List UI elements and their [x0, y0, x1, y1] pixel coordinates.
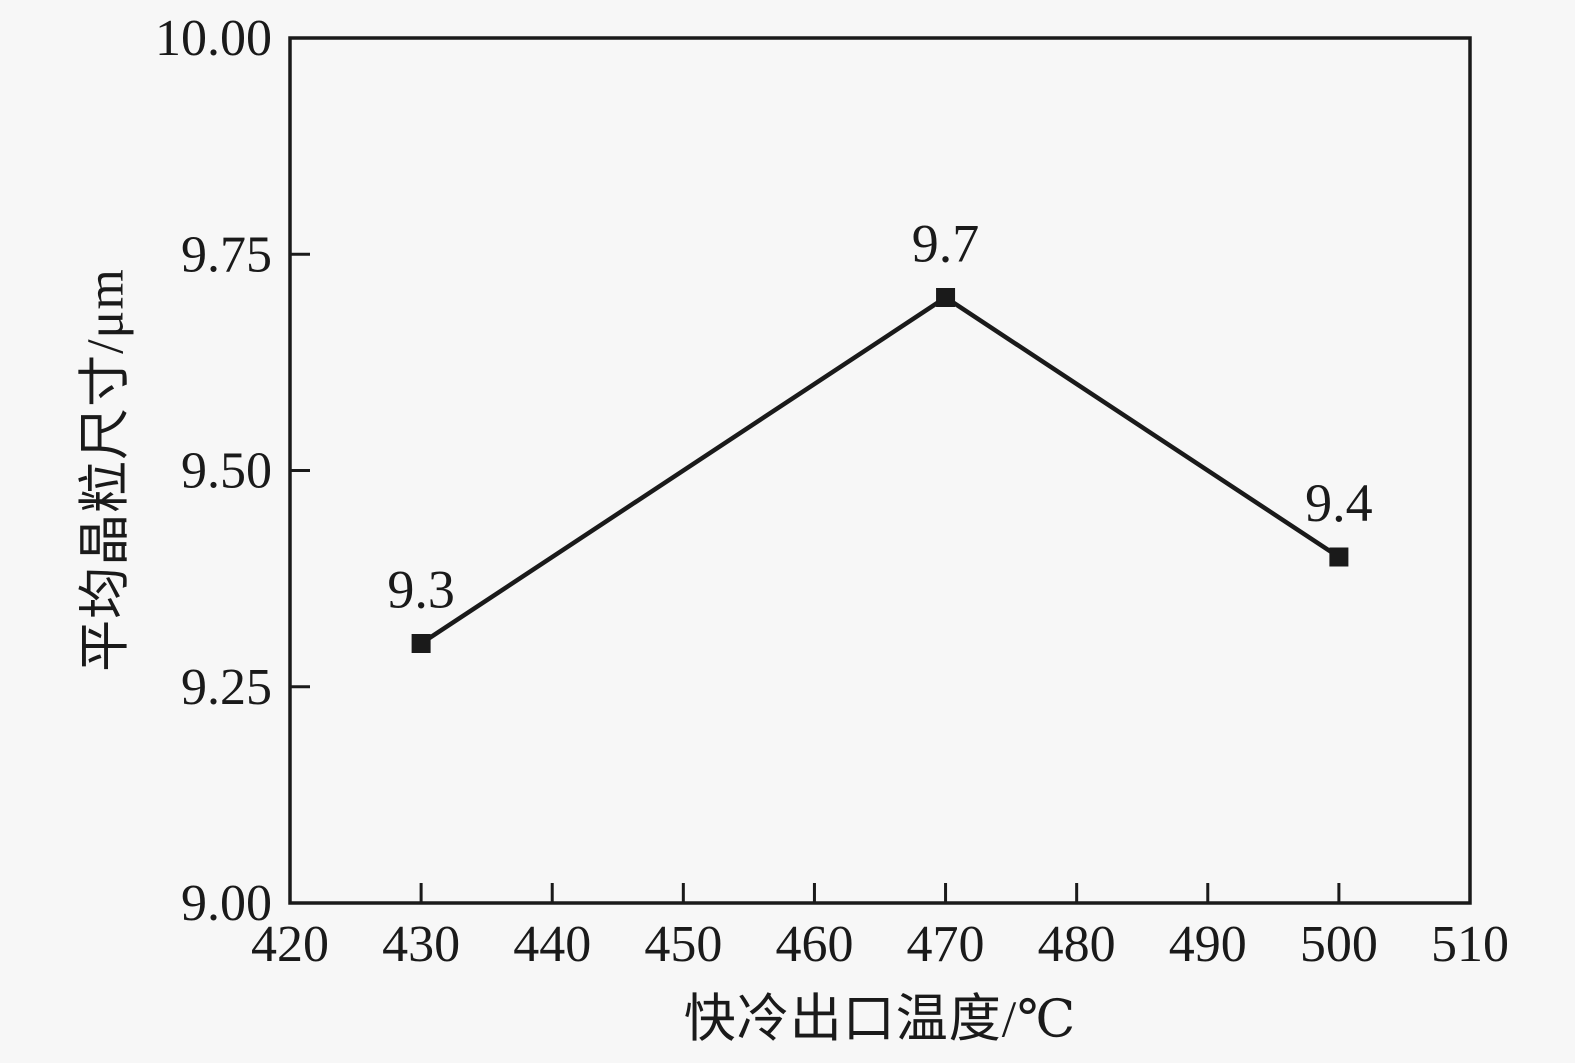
x-tick-label: 420 — [251, 916, 329, 973]
y-tick-label: 10.00 — [155, 10, 272, 67]
y-axis-label: 平均晶粒尺寸/μm — [77, 268, 135, 672]
x-tick-label: 440 — [513, 916, 591, 973]
x-tick-label: 430 — [382, 916, 460, 973]
data-point-label: 9.4 — [1305, 473, 1373, 533]
data-point-marker — [936, 288, 956, 307]
x-tick-label: 510 — [1431, 916, 1509, 973]
x-axis-label: 快冷出口温度/℃ — [683, 991, 1077, 1049]
data-point-marker — [1329, 547, 1349, 567]
x-tick-label: 460 — [775, 916, 853, 973]
y-tick-label: 9.75 — [181, 226, 272, 283]
x-tick-label: 450 — [644, 916, 722, 973]
data-line — [419, 294, 1341, 646]
plot-border — [288, 36, 1472, 905]
y-tick-label: 9.50 — [181, 443, 272, 500]
data-point-label: 9.3 — [387, 560, 455, 620]
y-tick-label: 9.25 — [181, 659, 272, 716]
x-tick-label: 480 — [1038, 916, 1116, 973]
data-point-label: 9.7 — [912, 214, 980, 274]
x-tick-label: 500 — [1300, 916, 1378, 973]
y-tick-label: 9.00 — [181, 875, 272, 932]
x-tick-label: 490 — [1169, 916, 1247, 973]
data-point-marker — [411, 634, 431, 653]
x-tick-label: 470 — [907, 916, 985, 973]
